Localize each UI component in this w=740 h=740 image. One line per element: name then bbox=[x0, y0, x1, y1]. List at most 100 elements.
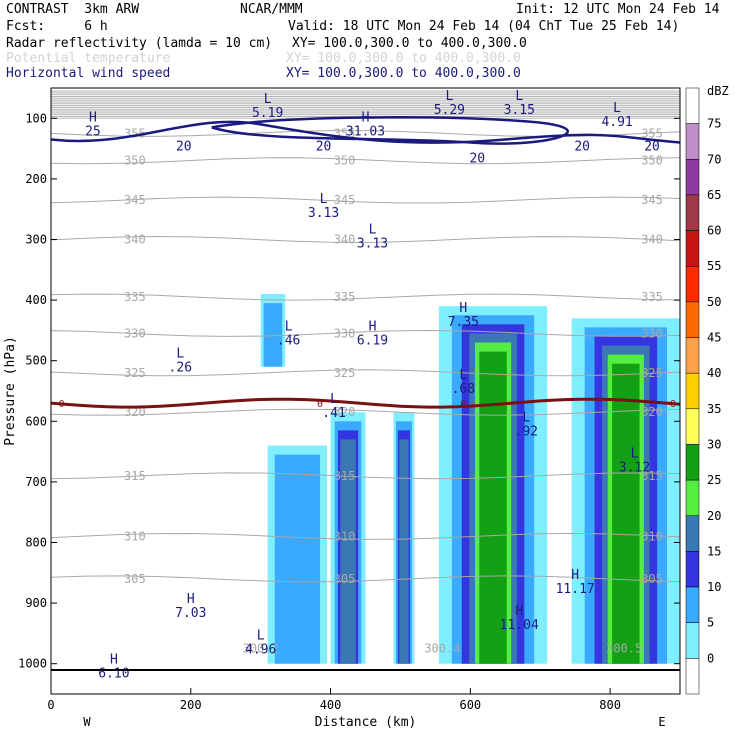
theta-label: 350 bbox=[124, 154, 146, 168]
extremum-type-11: L bbox=[176, 347, 184, 362]
theta-label: 350 bbox=[334, 154, 356, 168]
theta-contour-325 bbox=[51, 369, 680, 377]
x-axis-label: Distance (km) bbox=[315, 715, 417, 730]
theta-label: 350 bbox=[641, 154, 663, 168]
extremum-value-11: .26 bbox=[169, 361, 192, 376]
y-tick-label: 100 bbox=[25, 111, 47, 125]
theta-label: 310 bbox=[641, 529, 663, 543]
colorbar-swatch-14 bbox=[685, 586, 700, 623]
zero-degree-label: 0 bbox=[460, 399, 466, 410]
extremum-value-17: 7.03 bbox=[175, 606, 206, 621]
extremum-type-15: L bbox=[631, 447, 639, 462]
forecast-hour: Fcst: 6 h bbox=[6, 19, 108, 34]
theta-contour-330 bbox=[51, 329, 680, 337]
theta-label-surface: 300.4 bbox=[424, 642, 460, 656]
theta-label: 340 bbox=[124, 233, 146, 247]
colorbar-level-50: 50 bbox=[707, 295, 721, 309]
extremum-type-14: L bbox=[522, 410, 530, 425]
theta-label: 305 bbox=[124, 572, 146, 586]
colorbar-swatch-4 bbox=[685, 230, 700, 267]
theta-label: 345 bbox=[641, 193, 663, 207]
field-xy-reflectivity: XY= 100.0,300.0 to 400.0,300.0 bbox=[292, 36, 527, 51]
colorbar-swatch-0 bbox=[685, 87, 700, 124]
colorbar-swatch-15 bbox=[685, 622, 700, 659]
field-name-reflectivity: Radar reflectivity (lamda = 10 cm) bbox=[6, 36, 273, 51]
x-tick-label: 200 bbox=[180, 698, 202, 712]
y-tick-label: 900 bbox=[25, 596, 47, 610]
wind-contours: 20 20 20 20 20 bbox=[51, 116, 680, 167]
theta-label: 330 bbox=[641, 326, 663, 340]
field-xy-wind: XY= 100.0,300.0 to 400.0,300.0 bbox=[286, 66, 521, 81]
east-label: E bbox=[658, 715, 665, 729]
institution-label: NCAR/MMM bbox=[240, 2, 303, 17]
extremum-value-13: .41 bbox=[322, 406, 345, 421]
reflectivity-cell-2-20 bbox=[399, 439, 409, 664]
extremum-type-4: L bbox=[515, 89, 523, 104]
extremum-type-10: H bbox=[369, 319, 377, 334]
theta-label: 315 bbox=[334, 469, 356, 483]
extremum-type-18: H bbox=[515, 604, 523, 619]
theta-label: 330 bbox=[124, 326, 146, 340]
colorbar-swatch-12 bbox=[685, 515, 700, 552]
colorbar-level-45: 45 bbox=[707, 331, 721, 345]
extremum-value-15: 3.12 bbox=[619, 461, 650, 476]
colorbar-swatch-1 bbox=[685, 123, 700, 160]
model-title: CONTRAST 3km ARW bbox=[6, 2, 140, 17]
zero-degree-label: 0 bbox=[58, 399, 64, 410]
wind-contour-inner bbox=[211, 116, 569, 145]
field-name-theta: Potential temperature bbox=[6, 51, 171, 66]
y-tick-label: 500 bbox=[25, 354, 47, 368]
theta-label: 325 bbox=[124, 366, 146, 380]
y-tick-label: 700 bbox=[25, 475, 47, 489]
extremum-value-9: .46 bbox=[277, 333, 300, 348]
extremum-value-6: 3.13 bbox=[308, 206, 339, 221]
theta-label: 310 bbox=[334, 529, 356, 543]
theta-label: 335 bbox=[334, 290, 356, 304]
reflectivity-cell-0-10 bbox=[274, 454, 320, 664]
extremum-value-12: .68 bbox=[452, 382, 475, 397]
extremum-type-19: L bbox=[257, 628, 265, 643]
theta-contour-340 bbox=[51, 235, 680, 244]
extremum-type-2: H bbox=[362, 110, 370, 125]
extremum-type-20: H bbox=[110, 653, 118, 668]
theta-contour-335 bbox=[51, 293, 680, 301]
colorbar-swatch-7 bbox=[685, 337, 700, 374]
init-time: Init: 12 UTC Mon 24 Feb 14 bbox=[516, 2, 720, 17]
theta-label: 305 bbox=[334, 572, 356, 586]
colorbar-swatch-13 bbox=[685, 551, 700, 588]
extremum-value-16: 11.17 bbox=[556, 582, 595, 597]
extremum-type-17: H bbox=[187, 592, 195, 607]
wind-contour-label: 20 bbox=[316, 140, 332, 155]
y-tick-label: 200 bbox=[25, 172, 47, 186]
theta-label: 320 bbox=[334, 405, 356, 419]
extremum-type-0: H bbox=[89, 110, 97, 125]
reflectivity-cell-3-30 bbox=[479, 351, 507, 664]
plot-frame bbox=[50, 87, 681, 695]
theta-label: 345 bbox=[124, 193, 146, 207]
extremum-value-8: 7.35 bbox=[448, 315, 479, 330]
wind-contour-label: 20 bbox=[176, 140, 192, 155]
theta-label: 335 bbox=[641, 290, 663, 304]
theta-contour-350 bbox=[51, 157, 680, 165]
extremum-type-8: H bbox=[459, 301, 467, 316]
colorbar-level-10: 10 bbox=[707, 580, 721, 594]
wind-contour-label: 20 bbox=[644, 140, 660, 155]
theta-label: 345 bbox=[334, 193, 356, 207]
theta-label: 325 bbox=[334, 366, 356, 380]
extremum-value-14: .92 bbox=[515, 424, 538, 439]
upper-theta-band bbox=[51, 90, 680, 119]
field-xy-theta: XY= 100.0,300.0 to 400.0,300.0 bbox=[286, 51, 521, 66]
extremum-value-1: 5.19 bbox=[252, 106, 283, 121]
wind-contour-label: 20 bbox=[574, 140, 590, 155]
theta-label: 340 bbox=[334, 233, 356, 247]
zero-degree-contour bbox=[51, 397, 680, 409]
extremum-type-9: L bbox=[285, 319, 293, 334]
colorbar-swatch-5 bbox=[685, 265, 700, 303]
y-tick-label: 600 bbox=[25, 414, 47, 428]
theta-label: 335 bbox=[124, 290, 146, 304]
colorbar-swatch-8 bbox=[685, 372, 700, 410]
zero-degree-line: 0 0 0 0 bbox=[51, 397, 680, 410]
